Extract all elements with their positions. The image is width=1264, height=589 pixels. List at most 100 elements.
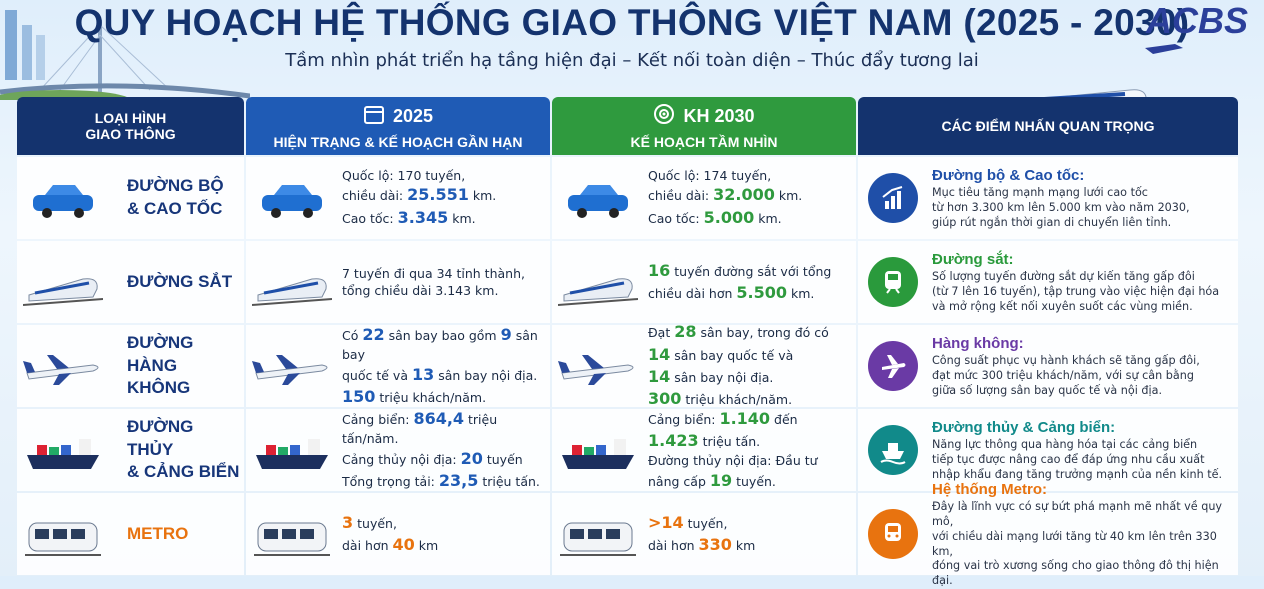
current-text: 7 tuyến đi qua 34 tỉnh thành, tổng chiều … [338, 265, 525, 300]
text-line: Quốc lộ: 170 tuyến, [342, 167, 496, 185]
label-line: ĐƯỜNG HÀNG [127, 332, 194, 375]
highlight-cell: Đường bộ & Cao tốc: Mục tiêu tăng mạnh mạ… [858, 157, 1238, 239]
highlight-body: Đường sắt: Số lượng tuyến đường sắt dự ki… [932, 249, 1219, 314]
text-line: nâng cấp 19 tuyến. [648, 470, 818, 492]
figure: 40 [392, 535, 415, 554]
text-line: 14 sân bay quốc tế và [648, 344, 829, 366]
text: triệu tấn. [478, 473, 540, 489]
plan-text: 16 tuyến đường sắt với tổng chiều dài hơn… [644, 260, 831, 305]
table: LOẠI HÌNH GIAO THÔNG 2025 HIỆN TRẠNG & KẾ … [17, 97, 1240, 587]
text-line: quốc tế và 13 sân bay nội địa. [342, 364, 550, 386]
highlight-line: nhập khẩu đang tăng trưởng mạnh của nền … [932, 467, 1223, 481]
text: sân bay [342, 327, 538, 363]
label-line: ĐƯỜNG SẮT [127, 271, 233, 291]
text-line: chiều dài: 32.000 km. [648, 184, 802, 206]
text: km [414, 538, 439, 553]
text: dài hơn [648, 538, 699, 553]
year-label: KH 2030 [683, 105, 755, 126]
icon [654, 103, 675, 124]
figure: 3 [342, 512, 354, 532]
highlight-text: Đây là lĩnh vực có sự bứt phá mạnh mẽ nh… [932, 500, 1238, 589]
type-cell: ĐƯỜNG SẮT [17, 241, 244, 323]
column-title: HIỆN TRẠNG & KẾ HOẠCH GẦN HẠN [273, 133, 523, 150]
text: Quốc lộ: 170 tuyến, [342, 167, 466, 183]
label-line: & CAO TỐC [127, 199, 223, 218]
text: tổng chiều dài 3.143 km. [342, 283, 499, 298]
plan-cell: >14 tuyến, dài hơn 330 km [552, 493, 856, 575]
highlight-line: tiếp tục được nâng cao để đáp ứng nhu cầ… [932, 453, 1205, 467]
column-header: 2025 HIỆN TRẠNG & KẾ HOẠCH GẦN HẠN [246, 97, 550, 155]
text-line: 14 sân bay nội địa. [648, 366, 829, 388]
text: triệu tấn. [698, 434, 761, 450]
text: Có [342, 327, 363, 343]
type-image [17, 325, 109, 407]
figure: 14 [648, 344, 671, 364]
figure: 9 [500, 324, 512, 344]
year-icon [363, 103, 385, 130]
highlight-text: Công suất phục vụ hành khách sẽ tăng gấp… [932, 354, 1200, 398]
text-line: Cảng thủy nội địa: 20 tuyến [342, 448, 550, 470]
column-title: LOẠI HÌNH GIAO THÔNG [85, 110, 176, 142]
text-line: Có 22 sân bay bao gồm 9 sân bay [342, 324, 550, 364]
highlight-line: đóng vai trò xương sống cho giao thông đ… [932, 559, 1219, 588]
text-line: tổng chiều dài 3.143 km. [342, 282, 525, 300]
highlight-text: Mục tiêu tăng mạnh mạng lưới cao tốc từ h… [932, 186, 1190, 230]
type-cell: METRO [17, 493, 244, 575]
highlight-line: Công suất phục vụ hành khách sẽ tăng gấp… [932, 354, 1200, 368]
type-cell: ĐƯỜNG THỦY & CẢNG BIỂN [17, 409, 244, 491]
highlight-text: Số lượng tuyến đường sắt dự kiến tăng gấ… [932, 270, 1219, 314]
text: km. [774, 188, 803, 204]
text-line: 150 triệu khách/năm. [342, 386, 550, 408]
text-line: Cảng biển: 1.140 đến [648, 408, 818, 430]
icon [560, 522, 636, 556]
text: Tổng trọng tải: [342, 473, 439, 489]
plan-cell: Đạt 28 sân bay, trong đó có 14 sân bay qu… [552, 322, 856, 408]
highlight-title: Hệ thống Metro: [932, 481, 1047, 499]
type-label: ĐƯỜNG SẮT [109, 271, 232, 294]
label-line: METRO [127, 523, 189, 543]
text: Cao tốc: [342, 210, 398, 226]
highlight-line: Số lượng tuyến đường sắt dự kiến tăng gấ… [932, 270, 1195, 284]
figure: 23,5 [438, 470, 479, 490]
highlight-line: với chiều dài mạng lưới tăng từ 40 km lê… [932, 529, 1217, 558]
type-image [17, 157, 109, 239]
title: QUY HOẠCH HỆ THỐNG GIAO THÔNG VIỆT NAM (… [74, 2, 1190, 43]
plan-text: Quốc lộ: 174 tuyến, chiều dài: 32.000 km.… [644, 167, 802, 229]
text-line: Đạt 28 sân bay, trong đó có [648, 321, 829, 343]
text-line: chiều dài: 25.551 km. [342, 184, 496, 206]
highlight-line: Năng lực thông qua hàng hóa tại các cảng… [932, 438, 1198, 452]
current-image [246, 157, 338, 239]
figure: 150 [342, 386, 376, 406]
plan-text: Đạt 28 sân bay, trong đó có 14 sân bay qu… [644, 321, 829, 411]
text: Cao tốc: [648, 210, 704, 226]
type-label: METRO [109, 523, 188, 546]
column-year: KH 2030 [653, 103, 755, 130]
icon [562, 439, 634, 469]
column-year: 2025 [363, 103, 433, 130]
figure: >14 [648, 512, 684, 532]
text-line: 16 tuyến đường sắt với tổng [648, 260, 831, 282]
text: triệu khách/năm. [375, 389, 487, 405]
type-label: ĐƯỜNG BỘ & CAO TỐC [109, 175, 224, 221]
highlight-cell: Hệ thống Metro: Đây là lĩnh vực có sự bứt… [858, 481, 1238, 587]
figure: 14 [648, 367, 671, 386]
text-line: 1.423 triệu tấn. [648, 430, 818, 452]
highlight-line: Đây là lĩnh vực có sự bứt phá mạnh mẽ nh… [932, 500, 1223, 528]
figure: 5.000 [703, 207, 755, 227]
current-image [246, 493, 338, 575]
icon [885, 523, 901, 541]
logo: ACBS [1145, 0, 1248, 41]
highlight-icon [868, 425, 918, 475]
current-cell: Có 22 sân bay bao gồm 9 sân bay quốc tế v… [246, 325, 550, 407]
text-line: >14 tuyến, [648, 512, 755, 534]
plan-image [552, 157, 644, 239]
highlight-body: Hàng không: Công suất phục vụ hành khách … [932, 333, 1200, 398]
plan-cell: Quốc lộ: 174 tuyến, chiều dài: 32.000 km.… [552, 157, 856, 239]
icon [252, 355, 328, 385]
figure: 864,4 [413, 408, 465, 428]
current-text: Quốc lộ: 170 tuyến, chiều dài: 25.551 km.… [338, 167, 496, 229]
highlight-icon [868, 509, 918, 559]
text: km. [786, 286, 815, 301]
plan-image [552, 493, 644, 575]
label-line: KHÔNG [127, 378, 191, 398]
